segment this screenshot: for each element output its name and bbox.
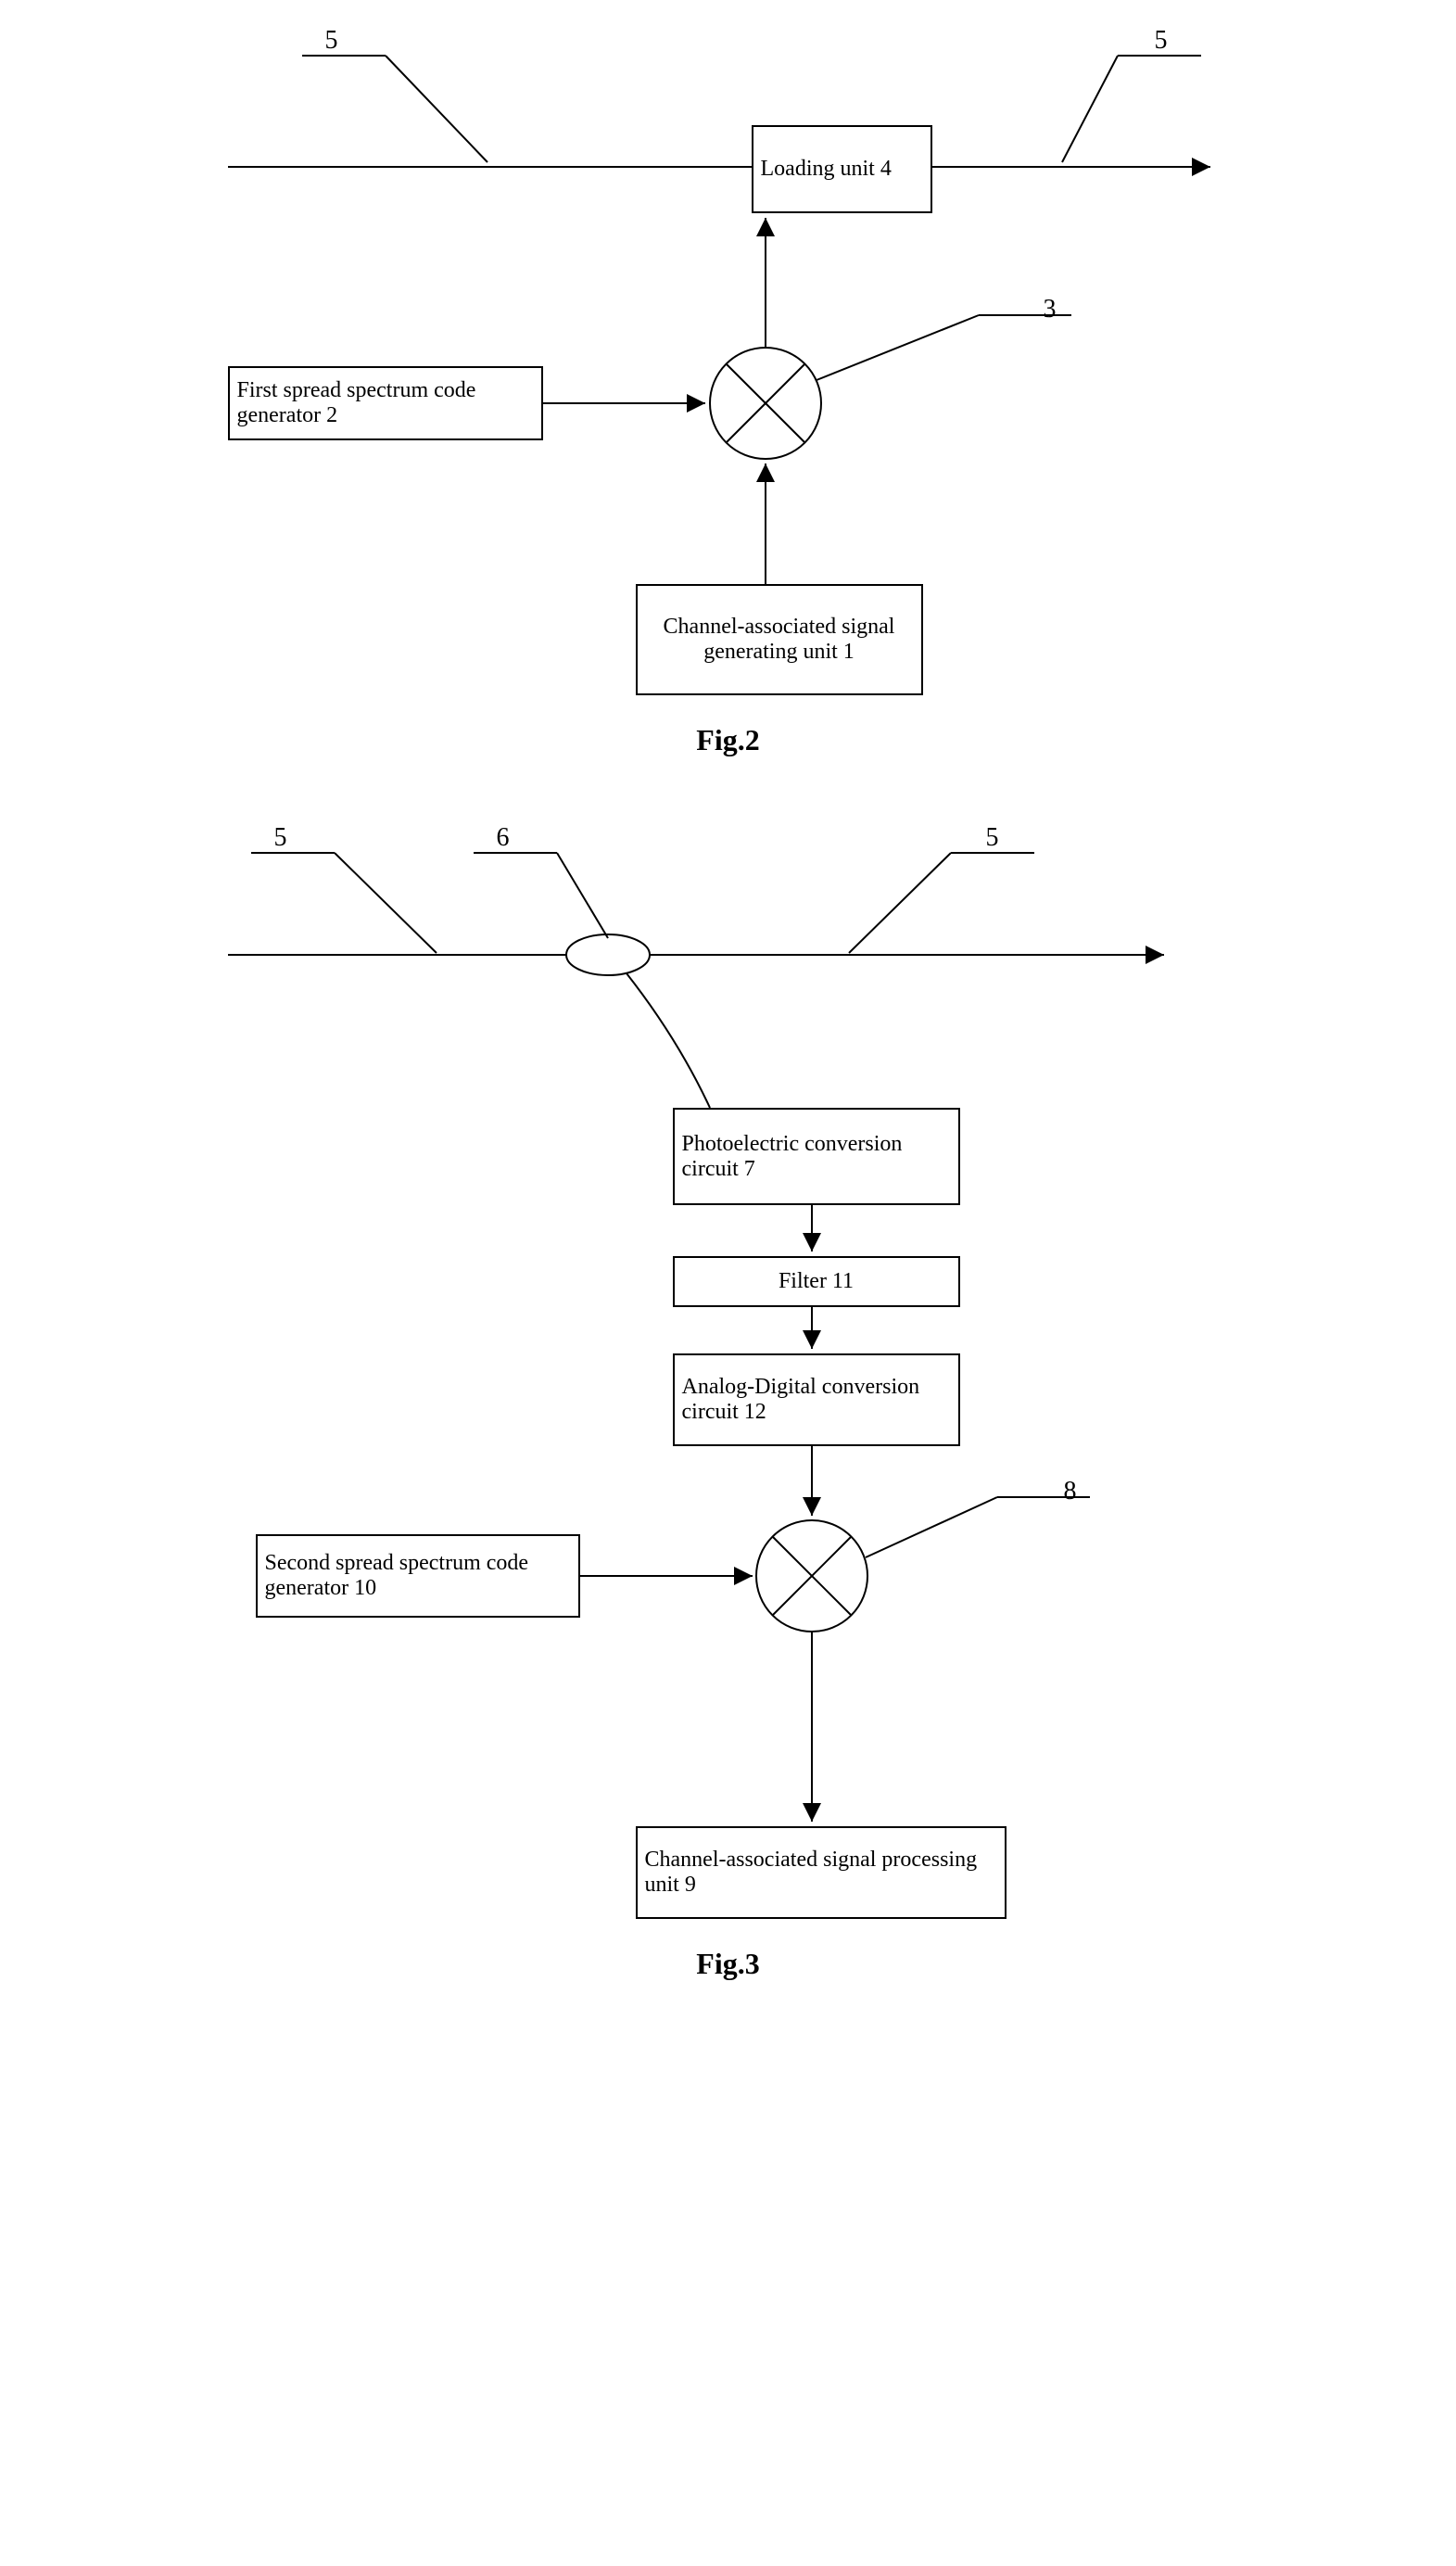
fig2-container: Loading unit 4 First spread spectrum cod… xyxy=(172,37,1285,834)
channel-gen-box: Channel-associated signal generating uni… xyxy=(636,584,923,695)
fig3-callout-left-5: 5 xyxy=(274,823,287,853)
fig2-callout-left-5: 5 xyxy=(325,26,338,56)
photoelectric-label: Photoelectric conversion circuit 7 xyxy=(682,1132,951,1182)
first-spread-label: First spread spectrum code generator 2 xyxy=(237,378,534,428)
fig3-label-text: Fig.3 xyxy=(696,1947,759,1980)
fig3-callout-6-text: 6 xyxy=(497,823,510,852)
fig3-callout-right-5-text: 5 xyxy=(986,823,999,852)
fig2-callout-3: 3 xyxy=(1044,295,1057,324)
filter-label: Filter 11 xyxy=(779,1269,854,1294)
photoelectric-box: Photoelectric conversion circuit 7 xyxy=(673,1108,960,1205)
fig2-callout-3-text: 3 xyxy=(1044,295,1057,324)
fig3-callout-left-5-text: 5 xyxy=(274,823,287,852)
fig2-callout-right-5-text: 5 xyxy=(1155,26,1168,55)
fig3-callout-8: 8 xyxy=(1064,1477,1077,1506)
fig3-container: Photoelectric conversion circuit 7 Filte… xyxy=(172,834,1285,2151)
fig2-label-text: Fig.2 xyxy=(696,723,759,756)
fig2-callout-right-5: 5 xyxy=(1155,26,1168,56)
second-spread-box: Second spread spectrum code generator 10 xyxy=(256,1534,580,1618)
adc-box: Analog-Digital conversion circuit 12 xyxy=(673,1353,960,1446)
fig3-callout-right-5: 5 xyxy=(986,823,999,853)
channel-gen-label: Channel-associated signal generating uni… xyxy=(645,615,914,665)
loading-unit-box: Loading unit 4 xyxy=(752,125,932,213)
fig2-callout-left-5-text: 5 xyxy=(325,26,338,55)
loading-unit-label: Loading unit 4 xyxy=(761,157,892,182)
second-spread-label: Second spread spectrum code generator 10 xyxy=(265,1551,571,1601)
fig3-svg xyxy=(172,834,1285,2114)
fig3-callout-8-text: 8 xyxy=(1064,1477,1077,1505)
fig3-label: Fig.3 xyxy=(172,1947,1285,1981)
channel-proc-label: Channel-associated signal processing uni… xyxy=(645,1848,997,1898)
first-spread-box: First spread spectrum code generator 2 xyxy=(228,366,543,440)
filter-box: Filter 11 xyxy=(673,1256,960,1307)
channel-proc-box: Channel-associated signal processing uni… xyxy=(636,1826,1007,1919)
fig3-callout-6: 6 xyxy=(497,823,510,853)
fig2-label: Fig.2 xyxy=(172,723,1285,757)
adc-label: Analog-Digital conversion circuit 12 xyxy=(682,1375,951,1425)
